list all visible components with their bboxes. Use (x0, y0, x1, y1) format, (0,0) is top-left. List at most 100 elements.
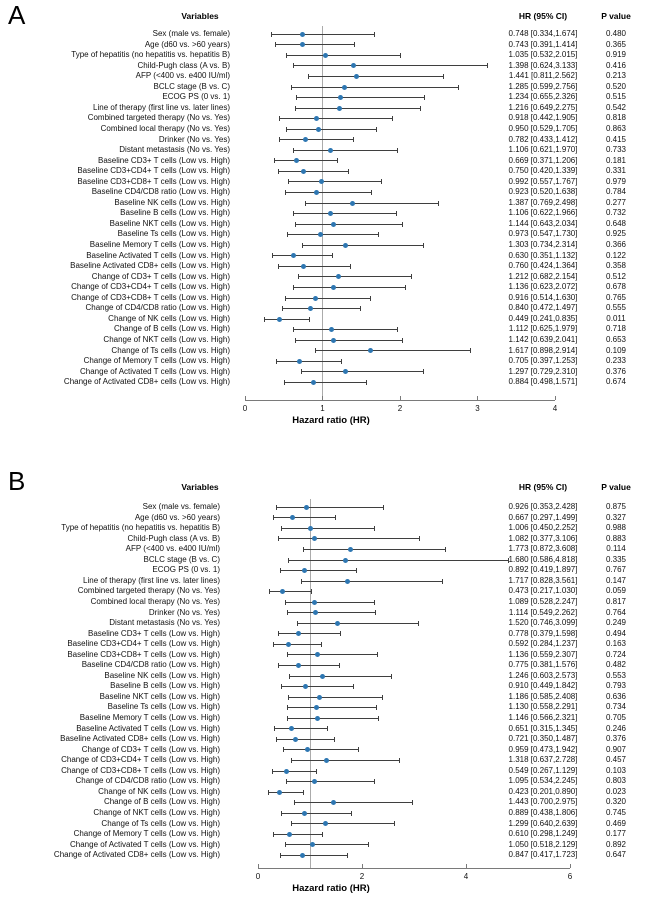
variable-label: Age (d60 vs. >60 years) (144, 39, 230, 49)
x-axis-tick (477, 396, 478, 400)
variable-label: Baseline Activated CD8+ cells (Low vs. H… (70, 261, 230, 271)
p-value: 0.114 (606, 544, 626, 554)
hr-ci-value: 0.423 [0.201,0.890] (508, 786, 578, 796)
ci-cap-left (277, 631, 279, 637)
hr-ci-value: 1.035 [0.532,2.015] (508, 50, 578, 60)
hr-point (344, 578, 350, 584)
hr-ci-value: 0.959 [0.473,1.942] (508, 744, 578, 754)
variable-label: Combined targeted therapy (No vs. Yes) (87, 113, 230, 123)
p-value: 0.457 (605, 755, 627, 765)
ci-cap-left (287, 652, 289, 658)
ci-cap-left (273, 831, 275, 837)
hr-column-header: HR (95% CI) (518, 482, 568, 492)
ci-whisker (263, 318, 310, 320)
hr-ci-value: 1.136 [0.559,2.307] (508, 649, 578, 659)
ci-cap-left (269, 589, 271, 595)
ci-cap-left (285, 599, 287, 605)
p-value: 0.494 (605, 628, 627, 638)
hr-ci-value: 0.775 [0.381,1.576] (508, 660, 578, 670)
ci-cap-right (400, 52, 402, 58)
variable-label: Change of Activated T cells (Low vs. Hig… (80, 366, 230, 376)
variable-label: ECOG PS (0 vs. 1) (152, 565, 220, 575)
hr-ci-value: 0.973 [0.547,1.730] (508, 229, 578, 239)
hr-ci-value: 1.443 [0.700,2.975] (508, 797, 578, 807)
hr-ci-value: 0.750 [0.420,1.339] (508, 166, 578, 176)
p-value: 0.011 (606, 313, 626, 323)
x-axis-tick (569, 864, 571, 868)
ci-whisker (291, 759, 400, 761)
hr-point (303, 137, 309, 143)
variable-label: Line of therapy (first line vs. later li… (83, 575, 220, 585)
p-value: 0.059 (605, 586, 627, 596)
p-value: 0.724 (605, 649, 627, 659)
hr-point (289, 726, 295, 732)
ci-cap-right (373, 599, 375, 605)
hr-point (287, 831, 293, 837)
hr-ci-value: 1.234 [0.655,2.326] (508, 92, 578, 102)
ci-whisker (285, 601, 375, 603)
p-value: 0.277 (605, 197, 627, 207)
ci-cap-right (308, 316, 310, 322)
hr-point (292, 736, 298, 742)
hr-point (307, 525, 313, 531)
p-value: 0.764 (605, 607, 627, 617)
hr-ci-value: 1.050 [0.518,2.129] (508, 839, 578, 849)
p-value: 0.979 (605, 176, 627, 186)
ci-whisker (270, 33, 375, 35)
ci-cap-right (355, 568, 357, 574)
hr-ci-value: 0.782 [0.433,1.412] (508, 134, 578, 144)
ci-whisker (282, 749, 359, 751)
variable-label: BCLC stage (B vs. C) (143, 554, 220, 564)
ci-cap-left (307, 73, 309, 79)
ci-cap-right (390, 673, 392, 679)
ci-cap-right (442, 73, 444, 79)
ci-cap-left (277, 536, 279, 542)
x-axis-tick (257, 864, 259, 868)
ci-cap-left (273, 158, 275, 164)
variable-label: AFP (<400 vs. e400 IU/ml) (135, 71, 230, 81)
hr-point (305, 747, 311, 753)
ci-whisker (281, 686, 354, 688)
hr-ci-value: 1.717 [0.828,3.561] (508, 575, 578, 585)
ci-cap-right (376, 705, 378, 711)
hr-point (299, 852, 305, 858)
ci-whisker (281, 527, 376, 529)
p-value: 0.416 (605, 60, 627, 70)
hr-ci-value: 1.773 [0.872,3.608] (508, 544, 578, 554)
ci-cap-right (350, 810, 352, 816)
p-value: 0.366 (605, 240, 627, 249)
p-value: 0.647 (605, 850, 627, 860)
p-value: 0.793 (605, 681, 627, 691)
ci-cap-right (373, 31, 375, 37)
ci-whisker (314, 350, 471, 352)
hr-column-header: HR (95% CI) (518, 11, 568, 21)
ci-cap-right (420, 105, 422, 111)
ci-whisker (293, 213, 398, 215)
ci-cap-left (281, 684, 283, 690)
ci-cap-left (279, 852, 281, 858)
ci-cap-left (277, 263, 279, 269)
p-value: 0.678 (605, 282, 627, 292)
ci-cap-left (314, 348, 316, 354)
ci-cap-right (383, 504, 385, 510)
variable-label: BCLC stage (B vs. C) (153, 81, 230, 91)
ci-cap-right (444, 546, 446, 552)
ci-whisker (293, 329, 399, 331)
ci-cap-right (396, 211, 398, 217)
ci-cap-left (270, 31, 272, 37)
ci-cap-right (315, 768, 317, 774)
hr-ci-value: 0.630 [0.351,1.132] (508, 250, 578, 260)
hr-point (311, 379, 316, 385)
ci-cap-right (378, 232, 380, 238)
ci-cap-right (398, 757, 400, 763)
ci-cap-left (303, 546, 305, 552)
ci-cap-left (291, 757, 293, 763)
x-axis-tick (554, 396, 556, 400)
hr-ci-value: 0.549 [0.267,1.129] (508, 765, 578, 775)
hr-point (317, 232, 323, 238)
p-value: 0.520 (605, 81, 627, 91)
hr-ci-value: 0.667 [0.297,1.499] (508, 512, 578, 522)
ci-cap-right (321, 641, 323, 647)
hr-point (300, 168, 306, 174)
hr-ci-value: 0.473 [0.217,1.030] (508, 586, 578, 596)
